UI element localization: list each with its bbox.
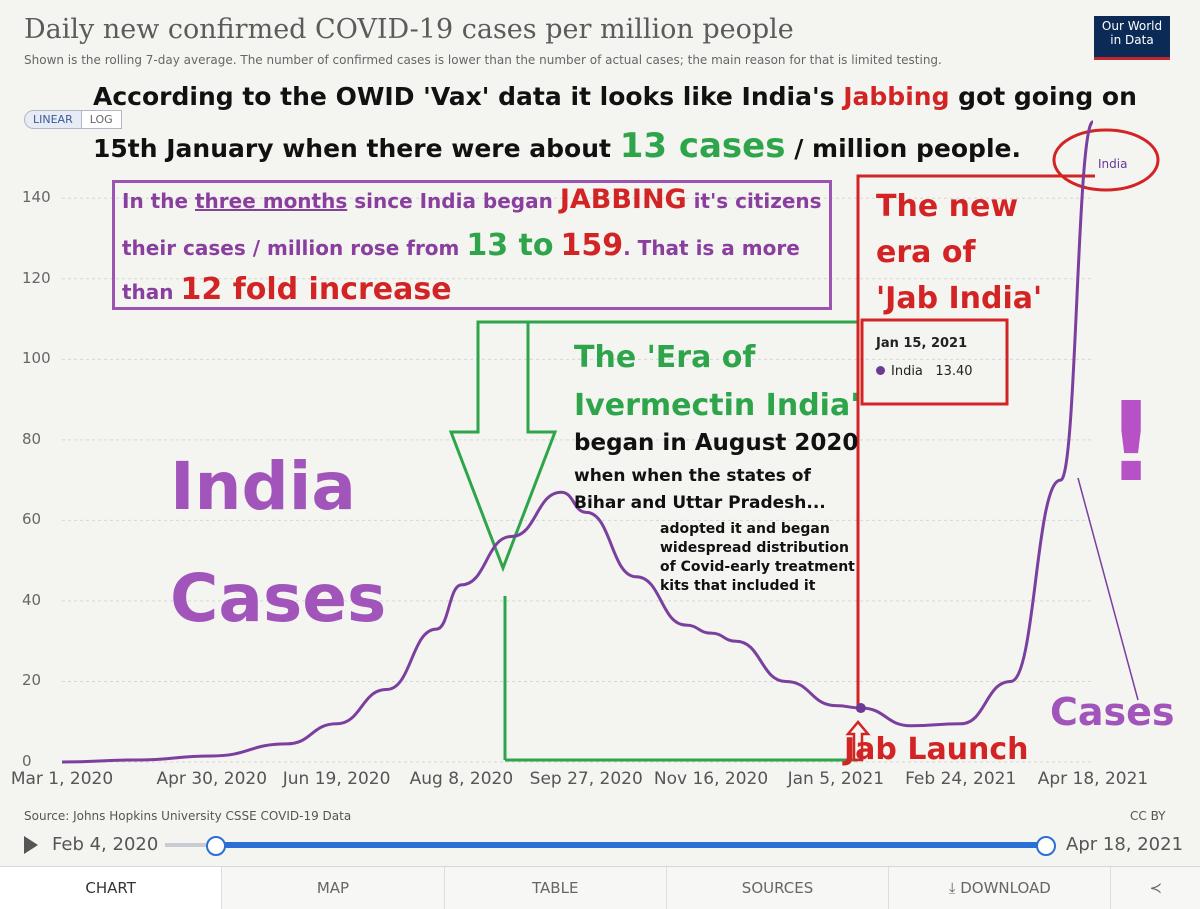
y-tick-label: 40 (22, 590, 42, 609)
jab-launch-arrow-shape (845, 720, 871, 762)
cases-right-label: Cases (1050, 690, 1175, 734)
share-button[interactable]: ≺ (1111, 867, 1200, 909)
tooltip-row: India 13.40 (876, 364, 973, 379)
tooltip-series: India (891, 364, 923, 379)
x-tick-label: Apr 18, 2021 (1037, 769, 1149, 789)
head1-part-c: got going on (949, 82, 1137, 111)
y-tick-label: 120 (22, 268, 51, 287)
y-tick-label: 20 (22, 671, 42, 690)
headline-line-1: According to the OWID 'Vax' data it look… (93, 82, 1137, 111)
timeline-end-handle[interactable] (1036, 836, 1056, 856)
purple-line-1: In the three months since India began JA… (122, 184, 822, 215)
owid-logo[interactable]: Our World in Data (1094, 16, 1170, 60)
p1-a: In the (122, 189, 195, 213)
era-line-3: began in August 2020 (574, 430, 859, 456)
red-era-box (856, 174, 1095, 706)
tooltip-value: 13.40 (935, 364, 973, 379)
era-line-1: The 'Era of (574, 340, 756, 375)
p2-159: 159 (560, 228, 624, 263)
logo-line-2: in Data (1110, 33, 1154, 47)
gridlines (62, 197, 1093, 763)
p1-three-months: three months (194, 189, 348, 213)
y-tick-label: 140 (22, 188, 51, 207)
x-tick-label: Apr 30, 2020 (156, 769, 268, 789)
p2-d: . That is a more (623, 236, 800, 260)
annotation-shapes (448, 128, 1160, 762)
y-tick-label: 80 (22, 429, 42, 448)
y-tick-label: 60 (22, 510, 42, 529)
linear-scale-button[interactable]: LINEAR (24, 110, 82, 129)
y-tick-label: 100 (22, 349, 51, 368)
jab-launch-label: Jab Launch (844, 732, 1029, 767)
chart-subtitle: Shown is the rolling 7-day average. The … (24, 53, 942, 67)
tab-download-label: DOWNLOAD (960, 879, 1051, 897)
green-arrow-shape (448, 320, 558, 573)
headline-line-2: 15th January when there were about 13 ca… (93, 126, 1021, 166)
play-icon[interactable] (24, 836, 38, 854)
timeline-start-handle[interactable] (206, 836, 226, 856)
p1-jabbing: JABBING (559, 184, 687, 215)
logo-line-1: Our World (1101, 19, 1163, 33)
chart-title: Daily new confirmed COVID-19 cases per m… (24, 14, 794, 45)
timeline-end-date: Apr 18, 2021 (1066, 834, 1184, 855)
exclamation-mark: ! (1106, 378, 1157, 506)
head1-jabbing: Jabbing (843, 82, 950, 111)
bottom-tab-bar: CHART MAP TABLE SOURCES ⤓ DOWNLOAD ≺ (0, 866, 1200, 909)
tab-map[interactable]: MAP (222, 867, 445, 909)
india-series-line (61, 120, 1095, 764)
x-tick-label: Sep 27, 2020 (529, 769, 643, 789)
timeline-start-date: Feb 4, 2020 (52, 834, 159, 855)
p1-e: it's citizens (686, 189, 822, 213)
india-label-circle (1052, 128, 1160, 192)
x-tick-label: Jun 19, 2020 (282, 769, 391, 789)
timeline-range-fill[interactable] (216, 842, 1046, 848)
tab-chart[interactable]: CHART (0, 867, 223, 909)
x-tick-label: Mar 1, 2020 (10, 769, 114, 789)
x-tick-label: Jan 5, 2021 (787, 769, 885, 789)
era-line-6: adopted it and began widespread distribu… (660, 521, 855, 594)
x-tick-label: Feb 24, 2021 (905, 769, 1017, 789)
era-line-2: Ivermectin India' (574, 388, 860, 423)
p1-c: since India began (347, 189, 560, 213)
head2-13-cases: 13 cases (619, 126, 786, 166)
cases-big-label: Cases (170, 560, 387, 637)
series-end-label: India (1098, 157, 1128, 171)
jan15-marker (855, 703, 866, 714)
share-icon: ≺ (1149, 879, 1163, 897)
p2-a: their cases / million rose from (122, 236, 467, 260)
era-line-5: Bihar and Uttar Pradesh... (574, 493, 826, 513)
purple-line-3: than 12 fold increase (122, 272, 452, 307)
era-line-4: when when the states of (574, 466, 811, 486)
purple-callout-box (112, 180, 832, 310)
scale-toggle[interactable]: LINEAR LOG (24, 110, 122, 129)
tab-download[interactable]: ⤓ DOWNLOAD (889, 867, 1112, 909)
x-tick-label: Aug 8, 2020 (409, 769, 514, 789)
p2-13-to: 13 to (466, 228, 554, 263)
source-note[interactable]: Source: Johns Hopkins University CSSE CO… (24, 809, 352, 823)
head1-part-a: According to the OWID 'Vax' data it look… (93, 82, 844, 111)
tooltip-series-dot (876, 366, 885, 375)
download-icon: ⤓ (948, 879, 961, 897)
p3-12-fold: 12 fold increase (180, 272, 452, 307)
y-tick-label: 0 (22, 752, 32, 770)
license-link[interactable]: CC BY (1130, 809, 1166, 823)
tab-table[interactable]: TABLE (445, 867, 667, 909)
p3-a: than (122, 280, 181, 304)
new-era-label: The new era of 'Jab India' (876, 189, 1043, 316)
x-tick-label: Nov 16, 2020 (653, 769, 769, 789)
tooltip-date: Jan 15, 2021 (876, 336, 968, 351)
head2-part-c: / million people. (785, 134, 1021, 163)
purple-line-2: their cases / million rose from 13 to 15… (122, 228, 800, 263)
tab-sources[interactable]: SOURCES (667, 867, 890, 909)
head2-part-a: 15th January when there were about (93, 134, 620, 163)
cases-pointer-line (1077, 477, 1139, 701)
log-scale-button[interactable]: LOG (81, 110, 122, 129)
india-big-label: India (170, 448, 356, 525)
tooltip-box (860, 318, 1009, 406)
